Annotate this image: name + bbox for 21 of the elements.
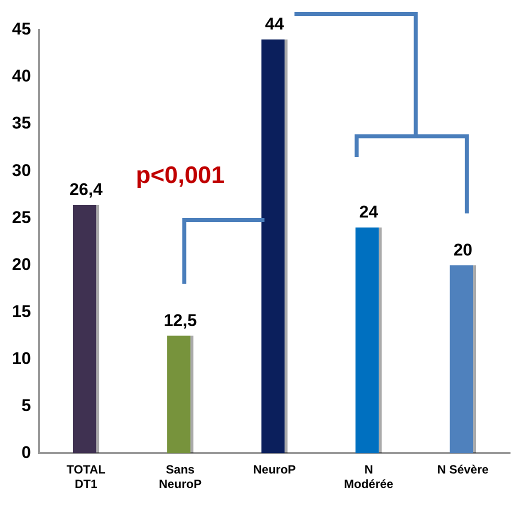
y-tick-label: 30 (12, 160, 31, 180)
y-tick-label: 5 (21, 396, 31, 415)
x-tick-label: Sans NeuroP (158, 462, 202, 492)
y-tick-label: 20 (12, 254, 31, 274)
data-label: 24 (359, 202, 379, 222)
data-label: 26,4 (69, 180, 104, 200)
y-tick-label: 40 (12, 66, 31, 86)
x-tick-label: NeuroP (253, 462, 296, 477)
x-tick-label: N Modérée (344, 462, 394, 492)
x-tick-label: N Sévère (437, 462, 489, 477)
data-label: 12,5 (164, 310, 197, 330)
y-tick-label: 15 (12, 302, 31, 321)
x-tick-label: TOTAL DT1 (66, 462, 106, 492)
y-tick-label: 35 (12, 114, 31, 133)
y-tick-label: 25 (12, 208, 31, 227)
y-tick-label: 0 (21, 442, 31, 462)
annotation: p<0,001 (136, 162, 225, 190)
data-label: 44 (264, 14, 284, 34)
y-tick-label: 45 (12, 20, 31, 39)
y-tick-label: 10 (12, 348, 31, 368)
data-label: 20 (453, 240, 472, 260)
